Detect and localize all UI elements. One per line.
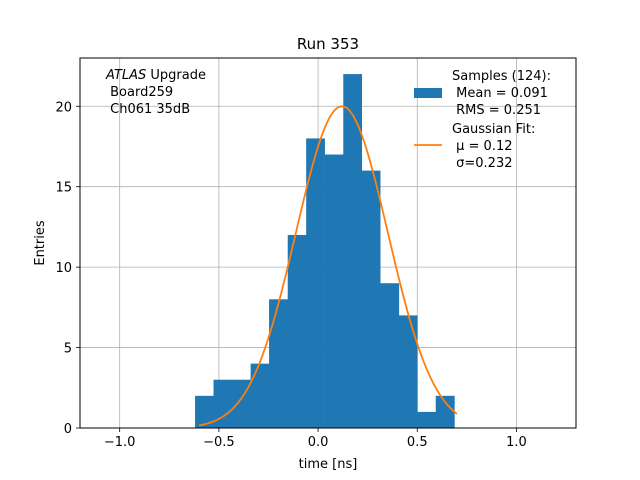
y-tick-label-4: 20	[55, 100, 72, 115]
upgrade-label: Upgrade	[146, 68, 206, 83]
x-axis-label: time [ns]	[299, 457, 358, 472]
annotation-line-3: Ch061 35dB	[106, 102, 190, 117]
x-tick-label-1: −0.5	[203, 435, 235, 450]
y-tick-label-1: 5	[64, 342, 72, 357]
y-axis: 0 5 10 15 20	[55, 100, 80, 437]
histogram-bar-6	[306, 138, 325, 428]
y-axis-label: Entries	[33, 220, 48, 266]
histogram-bar-12	[417, 411, 437, 428]
y-tick-label-0: 0	[64, 422, 72, 437]
y-tick-label-2: 10	[55, 261, 72, 276]
histogram-bar-0	[195, 395, 214, 428]
annotation-line-1: ATLAS Upgrade	[105, 68, 206, 83]
histogram-bar-13	[435, 395, 455, 428]
gaussian-fit-curve	[198, 105, 458, 427]
legend-text-0-1: Mean = 0.091	[452, 86, 548, 101]
histogram-bars	[195, 74, 455, 429]
x-tick-label-4: 1.0	[506, 435, 527, 450]
legend-text-0-0: Samples (124):	[452, 69, 551, 84]
chart-title: Run 353	[297, 35, 359, 53]
histogram-bar-1	[213, 379, 233, 428]
histogram-bar-5	[287, 234, 307, 428]
x-axis: −1.0 −0.5 0.0 0.5 1.0	[104, 428, 527, 450]
y-tick-label-3: 15	[55, 181, 72, 196]
histogram-bar-8	[343, 74, 363, 428]
legend-patch-samples	[414, 88, 442, 98]
legend-text-1-0: Gaussian Fit:	[452, 122, 535, 137]
annotation-line-2: Board259	[106, 85, 173, 100]
gaussian-fit	[198, 105, 458, 427]
histogram-bar-9	[361, 170, 381, 428]
histogram-bar-3	[250, 363, 270, 428]
histogram-bar-4	[269, 299, 289, 428]
atlas-label: ATLAS	[105, 68, 146, 83]
legend: Samples (124): Mean = 0.091 RMS = 0.251 G…	[414, 69, 551, 171]
plot-frame	[79, 57, 577, 429]
x-tick-label-2: 0.0	[308, 435, 329, 450]
histogram-bar-10	[380, 283, 400, 428]
legend-text-1-1: μ = 0.12	[452, 139, 513, 154]
legend-text-0-2: RMS = 0.251	[452, 103, 541, 118]
x-tick-label-0: −1.0	[104, 435, 136, 450]
atlas-annotation: ATLAS Upgrade Board259 Ch061 35dB	[105, 68, 206, 117]
histogram-bar-7	[324, 154, 344, 429]
x-tick-label-3: 0.5	[407, 435, 428, 450]
legend-text-1-2: σ=0.232	[452, 156, 512, 171]
histogram-bar-11	[398, 315, 418, 428]
